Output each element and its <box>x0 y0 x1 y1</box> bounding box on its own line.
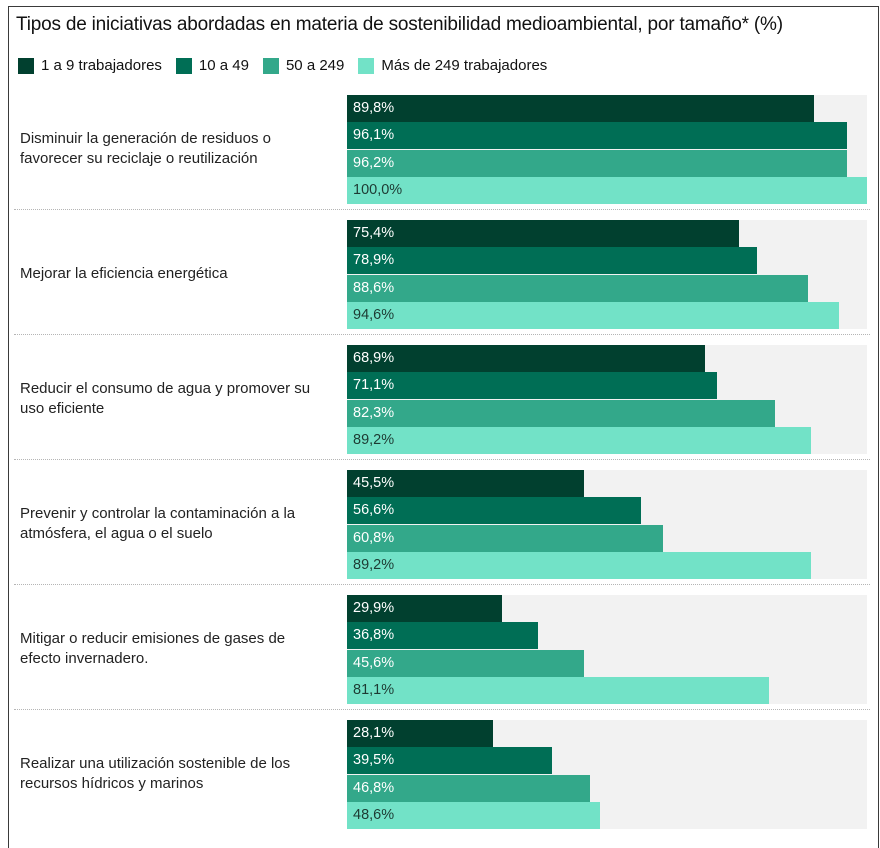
bar-value-label: 46,8% <box>353 779 395 796</box>
legend-item-3: 50 a 249 <box>262 57 345 74</box>
legend-item-2: 10 a 49 <box>175 57 249 74</box>
bar <box>347 426 811 454</box>
group-divider <box>14 583 870 585</box>
legend-label: 1 a 9 trabajadores <box>41 57 162 74</box>
bar <box>347 497 642 525</box>
bar <box>347 747 553 775</box>
legend-label: Más de 249 trabajadores <box>381 57 548 74</box>
category-label: Reducir el consumo de agua y promover su… <box>20 379 342 419</box>
bar <box>347 122 847 150</box>
category-label-line: efecto invernadero. <box>20 650 149 668</box>
bar-value-label: 75,4% <box>353 225 395 241</box>
legend-label: 10 a 49 <box>198 57 249 74</box>
bar <box>347 399 775 427</box>
bar-value-label: 81,1% <box>353 681 395 698</box>
bar <box>347 149 848 177</box>
bar <box>347 676 769 704</box>
category-label-line: recursos hídricos y marinos <box>20 775 204 793</box>
bar-value-label: 45,6% <box>353 654 395 671</box>
bar-value-label: 68,9% <box>353 350 395 366</box>
bar <box>347 622 539 650</box>
category-label: Mitigar o reducir emisiones de gases de e… <box>20 629 342 669</box>
bar-value-label: 100,0% <box>353 181 403 198</box>
category-label: Mejorar la eficiencia energética <box>20 264 342 284</box>
bar <box>347 176 867 204</box>
bar-value-label: 96,1% <box>353 127 395 144</box>
category-label: Disminuir la generación de residuos o fav… <box>20 129 342 169</box>
bar <box>347 247 758 275</box>
bar-value-label: 28,1% <box>353 725 395 741</box>
legend: 1 a 9 trabajadores 10 a 49 50 a 249 Más de … <box>18 57 561 74</box>
bar-value-label: 89,2% <box>353 431 395 448</box>
bar <box>347 801 600 829</box>
category-label: Prevenir y controlar la contaminación a … <box>20 504 342 544</box>
group-divider <box>14 458 870 460</box>
bar <box>347 551 811 579</box>
bar-value-label: 29,9% <box>353 600 395 616</box>
legend-swatch <box>262 57 279 74</box>
category-label-line: Reducir el consumo de agua y promover su <box>20 380 311 398</box>
category-label-line: Prevenir y controlar la contaminación a … <box>20 505 296 523</box>
group-divider <box>14 708 870 710</box>
bar-value-label: 56,6% <box>353 502 395 519</box>
category-label: Realizar una utilización sostenible de l… <box>20 754 342 794</box>
bar <box>347 372 717 400</box>
bar-value-label: 78,9% <box>353 252 395 269</box>
category-label-line: Mitigar o reducir emisiones de gases de <box>20 630 286 648</box>
chart-frame <box>8 6 879 848</box>
category-label-line: Realizar una utilización sostenible de l… <box>20 755 291 773</box>
bar-value-label: 94,6% <box>353 306 395 323</box>
group-divider <box>14 208 870 210</box>
bar <box>347 524 664 552</box>
bar <box>347 274 808 302</box>
bar-value-label: 89,2% <box>353 556 395 573</box>
category-label-line: favorecer su reciclaje o reutilización <box>20 150 258 168</box>
category-label-line: atmósfera, el agua o el suelo <box>20 525 213 543</box>
bar <box>347 301 839 329</box>
bar <box>347 345 706 372</box>
legend-item-1: 1 a 9 trabajadores <box>18 57 162 74</box>
legend-swatch <box>18 57 34 74</box>
category-label-line: uso eficiente <box>20 400 105 418</box>
bar-value-label: 71,1% <box>353 377 395 394</box>
legend-label: 50 a 249 <box>285 57 345 74</box>
bar-value-label: 88,6% <box>353 279 395 296</box>
legend-item-4: Más de 249 trabajadores <box>358 57 547 74</box>
bar-value-label: 60,8% <box>353 529 395 546</box>
bar-value-label: 45,5% <box>353 475 395 491</box>
bar-value-label: 48,6% <box>353 806 395 823</box>
legend-swatch <box>175 57 192 74</box>
bar-value-label: 82,3% <box>353 404 395 421</box>
bar <box>347 649 585 677</box>
bar <box>347 220 740 247</box>
bar <box>347 774 591 802</box>
bar <box>347 470 584 497</box>
bar-value-label: 36,8% <box>353 627 395 644</box>
bar <box>347 595 503 622</box>
bar <box>347 720 494 747</box>
legend-swatch <box>358 57 375 74</box>
category-label-line: Disminuir la generación de residuos o <box>20 130 271 148</box>
bar-value-label: 39,5% <box>353 752 395 769</box>
bar <box>347 95 814 122</box>
bar-value-label: 89,8% <box>353 100 395 116</box>
category-label-line: Mejorar la eficiencia energética <box>20 265 228 283</box>
bar-value-label: 96,2% <box>353 154 395 171</box>
chart-title: Tipos de iniciativas abordadas en materi… <box>16 14 783 35</box>
group-divider <box>14 333 870 335</box>
